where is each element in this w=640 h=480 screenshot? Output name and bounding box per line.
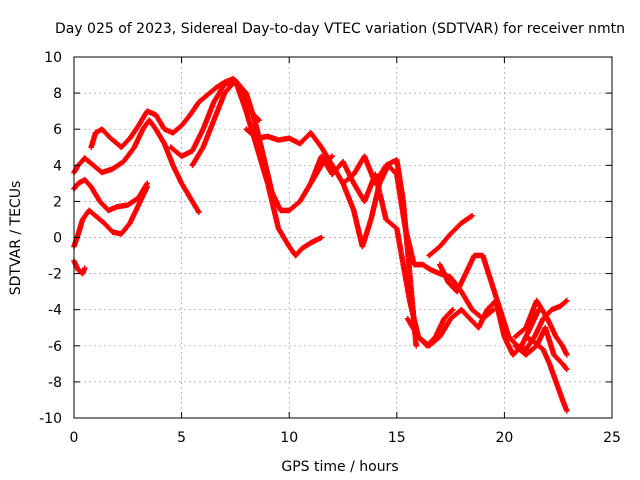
plus-markers [512, 324, 570, 373]
y-tick-label: -8 [48, 375, 62, 391]
y-tick-label: -6 [48, 339, 62, 355]
y-tick-label: -2 [48, 267, 62, 283]
plus-markers [512, 297, 570, 358]
x-tick-label: 5 [177, 430, 186, 446]
y-tick-label: 0 [53, 231, 62, 247]
y-tick-label: 10 [44, 50, 62, 66]
x-tick-label: 10 [280, 430, 298, 446]
y-tick-label: -10 [39, 411, 62, 427]
series-track-10 [340, 162, 497, 322]
x-tick-label: 20 [495, 430, 513, 446]
series-track-14 [512, 297, 570, 358]
y-axis-label: SDTVAR / TECUs [8, 181, 24, 296]
y-tick-label: 6 [53, 122, 62, 138]
y-tick-label: 4 [53, 158, 62, 174]
x-axis-label: GPS time / hours [281, 459, 398, 475]
y-tick-label: 2 [53, 194, 62, 210]
y-tick-label: -4 [48, 303, 62, 319]
series-track-13 [426, 213, 475, 259]
plus-markers [426, 213, 475, 259]
series-track-16 [512, 324, 570, 373]
plus-markers [523, 334, 570, 414]
plus-markers [168, 77, 325, 259]
chart-title: Day 025 of 2023, Sidereal Day-to-day VTE… [55, 21, 625, 37]
x-tick-label: 0 [70, 430, 79, 446]
x-tick-label: 15 [388, 430, 406, 446]
data-points [71, 75, 570, 414]
plus-markers [340, 162, 497, 322]
series-track-6 [189, 77, 335, 214]
series-track-15 [523, 334, 570, 414]
axis-ticks: 0 5 10 15 20 25 -10 -8 -6 -4 -2 0 2 4 6 8 10 [39, 50, 621, 446]
y-tick-label: 8 [53, 86, 62, 102]
grid-lines [74, 57, 612, 418]
plus-markers [189, 77, 335, 214]
series-track-7 [168, 77, 325, 259]
x-tick-label: 25 [603, 430, 621, 446]
